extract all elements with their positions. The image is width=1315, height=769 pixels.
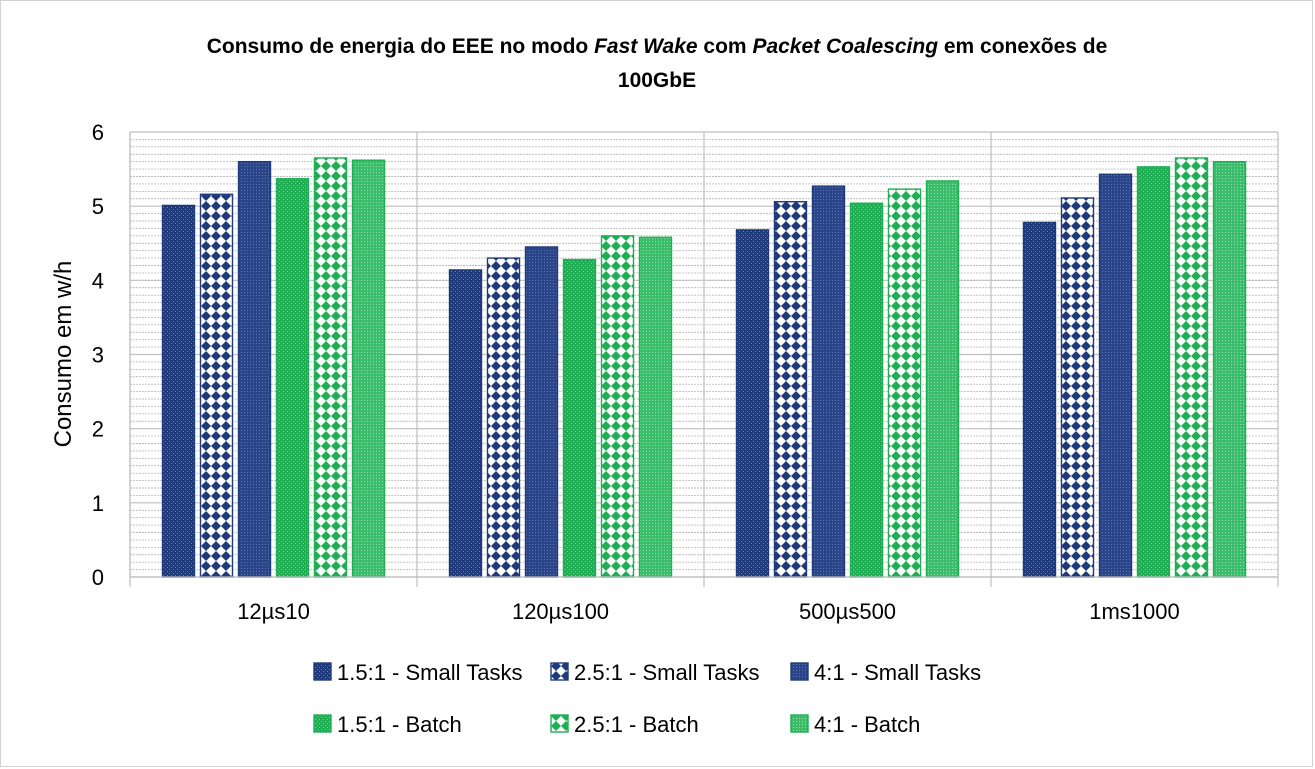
bar — [887, 188, 922, 578]
chart-title-line2: 100GbE — [618, 69, 696, 92]
legend-swatch — [550, 714, 569, 733]
bar — [811, 185, 846, 578]
bar — [1022, 221, 1057, 578]
legend-swatch — [313, 714, 332, 733]
bars — [161, 157, 1247, 578]
bar — [313, 157, 348, 578]
chart-title-part: Consumo de energia do EEE no modo — [207, 35, 594, 58]
bar — [773, 201, 808, 578]
bar — [638, 236, 673, 578]
bar — [1136, 166, 1171, 578]
x-axis-categories: 12µs10 120µs100 500µs500 1ms1000 — [237, 599, 1180, 624]
x-category-label: 12µs10 — [237, 599, 310, 624]
bar — [351, 159, 386, 578]
y-tick-label: 3 — [92, 343, 104, 368]
y-axis-ticks: 0 1 2 3 4 5 6 — [92, 120, 104, 590]
x-category-label: 1ms1000 — [1089, 599, 1180, 624]
y-tick-label: 0 — [92, 565, 104, 590]
y-tick-label: 1 — [92, 491, 104, 516]
bar — [562, 258, 597, 578]
legend-label: 1.5:1 - Batch — [337, 712, 462, 737]
legend-label: 1.5:1 - Small Tasks — [337, 660, 522, 685]
chart-title-part: Packet Coalescing — [752, 35, 938, 58]
chart-title-part: Fast Wake — [594, 35, 698, 58]
y-axis-label: Consumo em w/h — [50, 261, 77, 448]
x-category-label: 500µs500 — [799, 599, 896, 624]
bar — [237, 160, 272, 578]
bar — [735, 229, 770, 578]
x-category-label: 120µs100 — [512, 599, 609, 624]
y-tick-label: 4 — [92, 268, 104, 293]
y-tick-label: 5 — [92, 194, 104, 219]
chart-title-line1: Consumo de energia do EEE no modo Fast W… — [207, 35, 1108, 58]
chart-title-part: em conexões de — [938, 35, 1107, 58]
bar — [925, 180, 960, 578]
bar — [1174, 157, 1209, 578]
bar — [524, 246, 559, 578]
bar — [849, 202, 884, 578]
legend-label: 2.5:1 - Small Tasks — [574, 660, 759, 685]
legend-swatch — [550, 662, 569, 681]
legend-label: 2.5:1 - Batch — [574, 712, 699, 737]
y-tick-label: 6 — [92, 120, 104, 145]
legend-label: 4:1 - Batch — [814, 712, 920, 737]
legend-label: 4:1 - Small Tasks — [814, 660, 981, 685]
bar — [199, 193, 234, 578]
axes — [129, 132, 1279, 587]
bar — [275, 178, 310, 578]
bar — [448, 269, 483, 578]
bar — [486, 257, 521, 578]
bar — [1212, 160, 1247, 578]
legend-swatch — [313, 662, 332, 681]
legend-swatch — [790, 714, 809, 733]
bar — [600, 235, 635, 578]
legend-swatch — [790, 662, 809, 681]
y-tick-label: 2 — [92, 417, 104, 442]
bar — [1098, 173, 1133, 578]
bar — [161, 204, 196, 578]
bar — [1060, 197, 1095, 578]
chart-title-part: com — [698, 35, 753, 58]
legend: 1.5:1 - Small Tasks 2.5:1 - Small Tasks 4:… — [313, 660, 981, 737]
